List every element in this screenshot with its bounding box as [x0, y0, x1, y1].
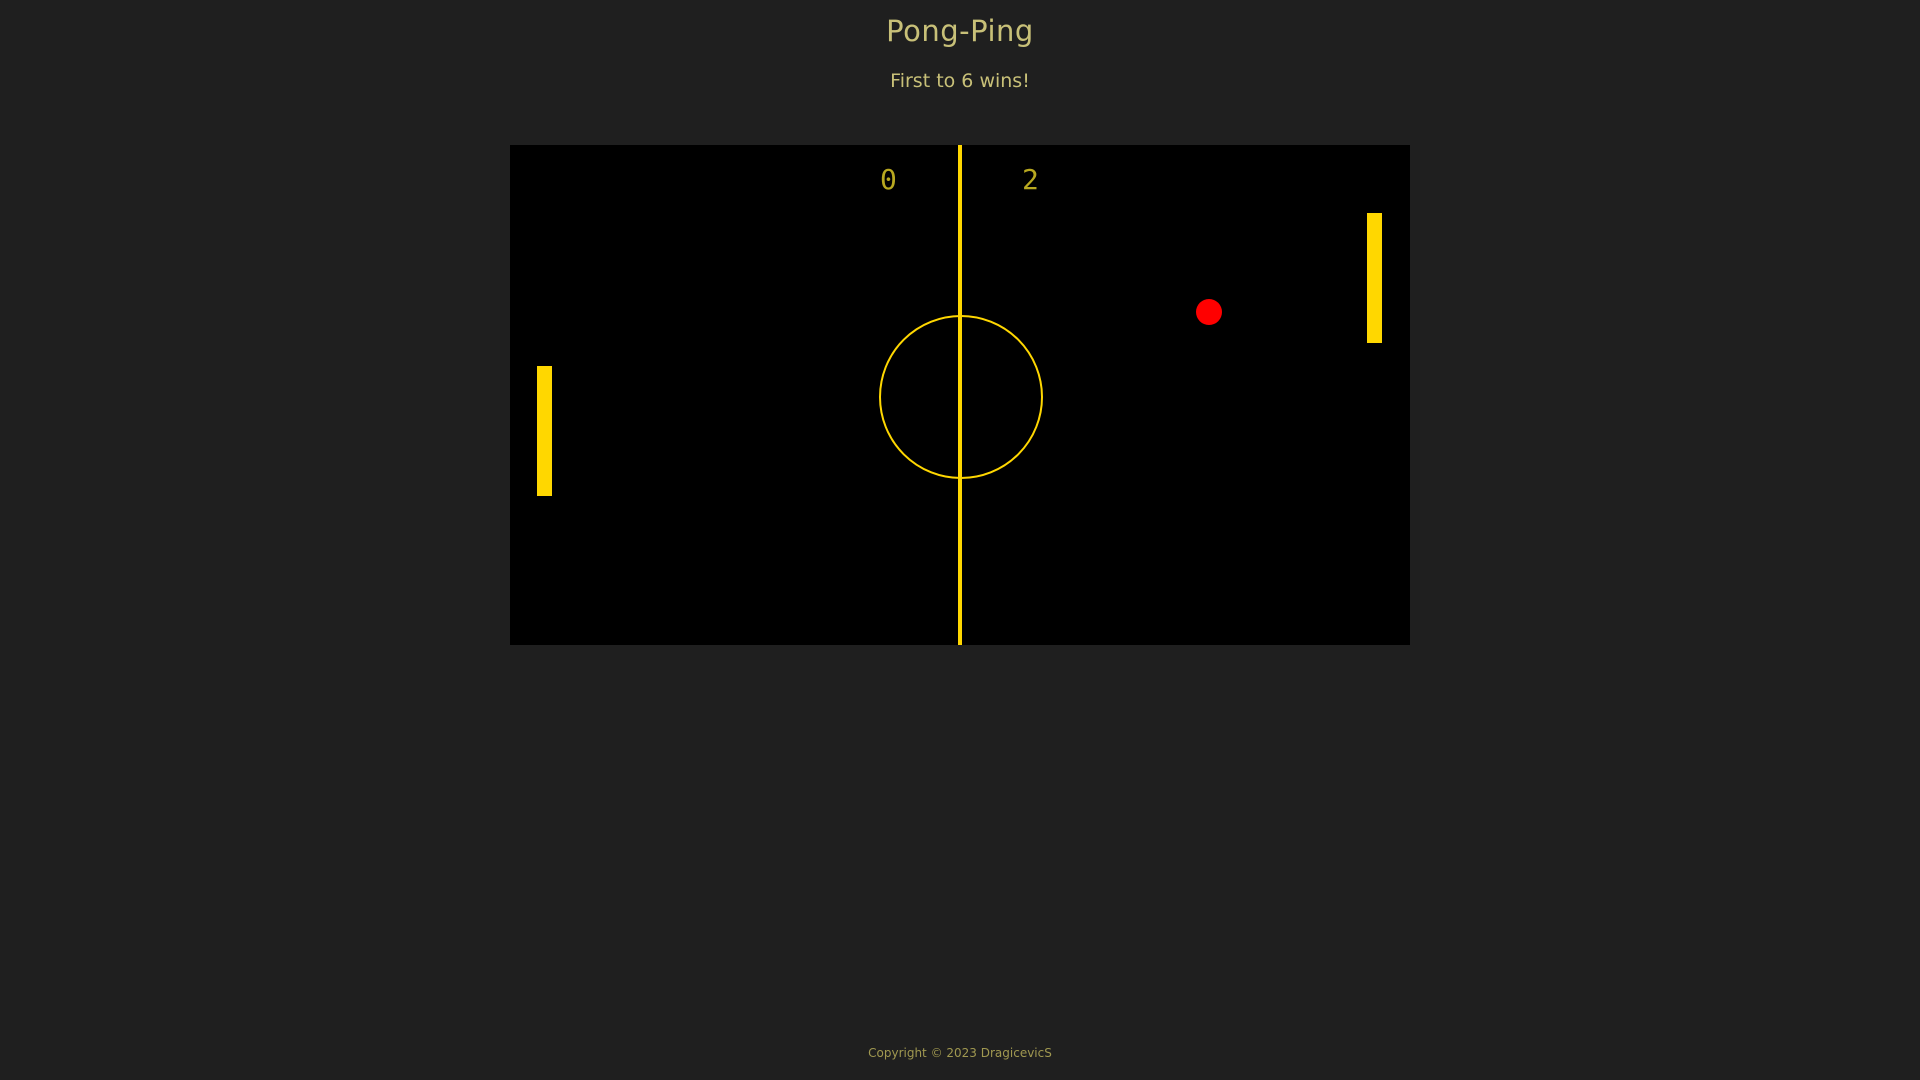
game-board[interactable]: 0 2	[510, 145, 1410, 645]
page-title: Pong-Ping	[886, 14, 1034, 48]
footer-copyright: Copyright © 2023 DragicevicS	[868, 1046, 1052, 1060]
paddle-right	[1367, 213, 1382, 343]
page-subtitle: First to 6 wins!	[890, 70, 1030, 92]
ball	[1196, 299, 1222, 325]
paddle-left[interactable]	[537, 366, 552, 496]
score-right: 2	[1022, 163, 1039, 196]
center-circle	[879, 315, 1043, 479]
score-left: 0	[880, 163, 897, 196]
